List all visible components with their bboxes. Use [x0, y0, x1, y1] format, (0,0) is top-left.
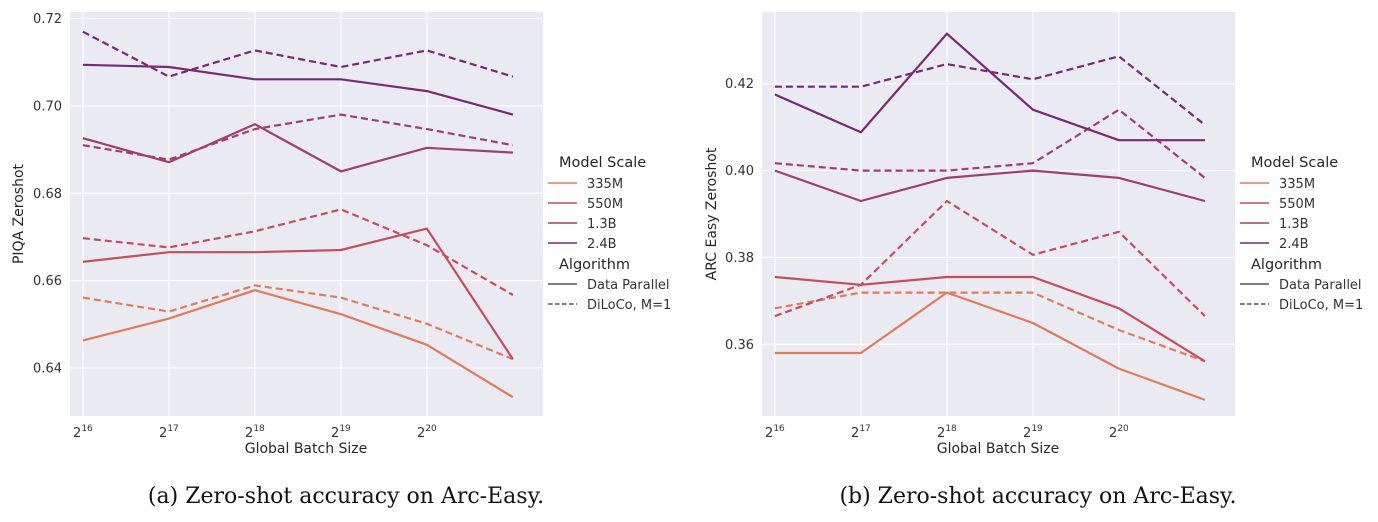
legend-label-1-3b: 1.3B — [1279, 217, 1309, 232]
legend-label-550m: 550M — [587, 197, 623, 212]
x-tick-label: 217 — [851, 424, 871, 441]
x-axis-label-a: Global Batch Size — [245, 441, 368, 457]
legend-label-335m: 335M — [587, 177, 623, 192]
y-tick-labels-a: 0.64 0.66 0.68 0.70 0.72 — [33, 12, 62, 376]
series-line-2-4b-diloco — [82, 30, 514, 78]
series-line-550m-diloco — [774, 199, 1206, 318]
legend-label-2-4b: 2.4B — [1279, 237, 1309, 252]
legend-label-diloco: DiLoCo, M=1 — [587, 298, 671, 313]
x-tick-label: 219 — [1023, 424, 1043, 441]
caption-a: (a) Zero-shot accuracy on Arc-Easy. — [148, 484, 544, 509]
y-tick-label: 0.68 — [33, 187, 62, 202]
series-line-2-4b-data-parallel — [82, 63, 514, 116]
x-tick-label: 220 — [417, 424, 437, 441]
series-lines-b — [774, 32, 1206, 401]
y-axis-label-a: PIQA Zeroshot — [11, 163, 27, 264]
legend-label-1-3b: 1.3B — [587, 217, 617, 232]
series-line-550m-data-parallel — [82, 227, 514, 360]
series-line-2-4b-data-parallel — [774, 32, 1205, 142]
y-axis-label-b: ARC Easy Zeroshot — [704, 147, 720, 280]
panel-b: 0.36 0.38 0.40 0.42 216 217 218 219 220 Global … — [704, 12, 1235, 457]
legend-label-diloco: DiLoCo, M=1 — [1279, 298, 1363, 313]
legend-label-data-parallel: Data Parallel — [587, 278, 670, 293]
y-tick-label: 0.40 — [725, 164, 754, 179]
series-line-2-4b-diloco — [774, 55, 1206, 126]
series-lines-a — [82, 30, 514, 399]
legend-label-data-parallel: Data Parallel — [1279, 278, 1362, 293]
legend-title-model-scale: Model Scale — [1251, 155, 1338, 171]
series-line-335m-data-parallel — [82, 289, 514, 399]
legend-title-algorithm: Algorithm — [1251, 257, 1322, 273]
x-tick-label: 218 — [245, 424, 265, 441]
series-line-1-3b-diloco — [774, 108, 1206, 179]
x-tick-labels-b: 216 217 218 219 220 — [765, 424, 1129, 441]
y-tick-label: 0.72 — [33, 12, 62, 27]
legend-b: Model Scale 335M 550M 1.3B 2.4B Algorith… — [1240, 155, 1363, 313]
legend-label-2-4b: 2.4B — [587, 237, 617, 252]
y-tick-label: 0.64 — [33, 361, 62, 376]
plot-area-a — [70, 12, 543, 416]
y-tick-labels-b: 0.36 0.38 0.40 0.42 — [725, 77, 754, 353]
panel-a: 0.64 0.66 0.68 0.70 0.72 216 217 218 219 220 Glo… — [11, 12, 543, 457]
series-line-335m-diloco — [82, 284, 514, 361]
caption-b: (b) Zero-shot accuracy on Arc-Easy. — [839, 484, 1236, 509]
legend-title-model-scale: Model Scale — [559, 155, 646, 171]
series-line-1-3b-diloco — [82, 113, 514, 161]
x-tick-label: 220 — [1109, 424, 1129, 441]
x-tick-labels-a: 216 217 218 219 220 — [73, 424, 437, 441]
series-line-335m-diloco — [774, 291, 1206, 363]
series-line-335m-data-parallel — [774, 291, 1206, 401]
gridlines-a — [70, 12, 543, 416]
x-axis-label-b: Global Batch Size — [937, 441, 1060, 457]
y-tick-label: 0.42 — [725, 77, 754, 92]
gridlines-b — [762, 12, 1235, 416]
y-tick-label: 0.66 — [33, 274, 62, 289]
legend-title-algorithm: Algorithm — [559, 257, 630, 273]
series-line-550m-diloco — [82, 208, 514, 296]
series-line-1-3b-data-parallel — [774, 169, 1206, 203]
x-tick-label: 219 — [331, 424, 351, 441]
x-tick-label: 218 — [937, 424, 957, 441]
legend-a: Model Scale 335M 550M 1.3B 2.4B Algorith… — [548, 155, 671, 313]
y-tick-label: 0.36 — [725, 338, 754, 353]
y-tick-label: 0.38 — [725, 251, 754, 266]
x-tick-label: 216 — [765, 424, 785, 441]
legend-label-335m: 335M — [1279, 177, 1315, 192]
y-tick-label: 0.70 — [33, 99, 62, 114]
legend-label-550m: 550M — [1279, 197, 1315, 212]
plot-area-b — [762, 12, 1235, 416]
series-line-550m-data-parallel — [774, 275, 1206, 363]
x-tick-label: 216 — [73, 424, 93, 441]
x-tick-label: 217 — [159, 424, 179, 441]
